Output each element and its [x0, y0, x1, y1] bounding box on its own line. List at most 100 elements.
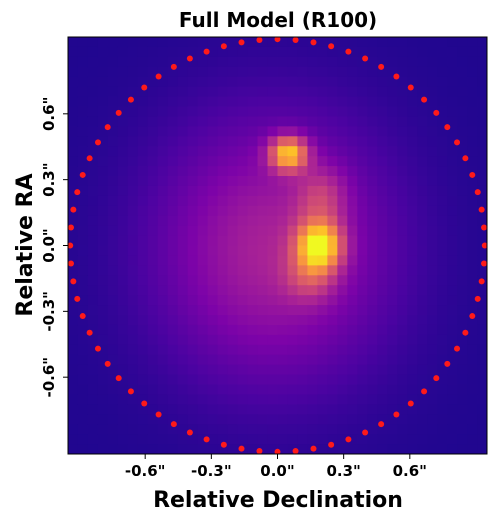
heatmap-cell — [437, 205, 448, 217]
heatmap-cell — [357, 156, 368, 167]
heatmap-cell — [457, 76, 468, 88]
heatmap-cell — [107, 106, 119, 118]
heatmap-cell — [307, 116, 319, 127]
heatmap-cell — [267, 66, 279, 78]
heatmap-cell — [137, 76, 149, 88]
heatmap-cell — [427, 176, 438, 187]
heatmap-cell — [107, 185, 119, 197]
heatmap-cell — [267, 106, 279, 118]
heatmap-cell — [437, 185, 448, 197]
heatmap-cell — [117, 66, 129, 78]
heatmap-cell — [447, 334, 458, 346]
heatmap-cell — [127, 86, 139, 98]
heatmap-cell — [197, 394, 209, 405]
heatmap-cell — [157, 404, 169, 415]
mask-outline-point — [79, 313, 86, 320]
heatmap-cell — [467, 394, 478, 405]
heatmap-cell — [137, 424, 149, 435]
heatmap-cell — [207, 285, 219, 296]
heatmap-cell — [177, 354, 189, 366]
heatmap-cell — [467, 215, 478, 227]
mask-outline-point — [68, 242, 74, 249]
heatmap-cell — [477, 404, 487, 415]
heatmap-cell — [77, 146, 89, 157]
mask-outline-point — [70, 206, 77, 213]
heatmap-cell — [317, 324, 328, 336]
heatmap-cell — [277, 166, 289, 177]
heatmap-cell — [247, 245, 259, 257]
heatmap-cell — [77, 295, 89, 306]
heatmap-cell — [187, 66, 199, 78]
heatmap-cell — [127, 315, 139, 326]
heatmap-cell — [457, 185, 468, 197]
heatmap-cell — [337, 66, 348, 78]
heatmap-cell — [127, 265, 139, 276]
heatmap-cell — [297, 106, 309, 118]
heatmap-cell — [477, 245, 487, 257]
heatmap-cell — [77, 205, 89, 217]
heatmap-cell — [327, 176, 338, 187]
heatmap-cell — [97, 374, 109, 386]
heatmap-cell — [117, 86, 129, 98]
heatmap-cell — [237, 66, 249, 78]
heatmap-cell — [117, 265, 129, 276]
heatmap-cell — [97, 146, 109, 157]
heatmap-cell — [357, 235, 368, 247]
heatmap-cell — [347, 424, 358, 435]
heatmap-cell — [197, 245, 209, 257]
heatmap-cell — [207, 205, 219, 217]
heatmap-cell — [97, 76, 109, 88]
heatmap-cell — [467, 344, 478, 356]
heatmap-cell — [387, 275, 398, 286]
heatmap-cell — [227, 324, 239, 336]
heatmap-cell — [447, 354, 458, 366]
heatmap-cell — [107, 66, 119, 78]
heatmap-cell — [397, 235, 408, 247]
heatmap-cell — [68, 245, 79, 257]
heatmap-cell — [407, 424, 418, 435]
heatmap-cell — [407, 185, 418, 197]
heatmap-cell — [117, 374, 129, 386]
heatmap-cell — [387, 235, 398, 247]
heatmap-cell — [317, 225, 328, 237]
heatmap-cell — [257, 176, 269, 187]
heatmap-cell — [127, 195, 139, 207]
heatmap-cell — [167, 46, 179, 58]
heatmap-cell — [157, 225, 169, 237]
heatmap-cell — [367, 185, 378, 197]
heatmap-cell — [207, 334, 219, 346]
heatmap-cell — [187, 225, 199, 237]
heatmap-cell — [157, 354, 169, 366]
heatmap-cell — [307, 136, 319, 147]
heatmap-cell — [137, 136, 149, 147]
heatmap-cell — [247, 195, 259, 207]
heatmap-cell — [457, 354, 468, 366]
heatmap-cell — [68, 66, 79, 78]
heatmap-cell — [467, 305, 478, 316]
heatmap-cell — [447, 255, 458, 266]
heatmap-cell — [197, 66, 209, 78]
heatmap-cell — [117, 185, 129, 197]
heatmap-cell — [97, 156, 109, 167]
heatmap-cell — [367, 166, 378, 177]
heatmap-cell — [347, 384, 358, 396]
heatmap-cell — [267, 136, 279, 147]
heatmap-cell — [117, 37, 129, 48]
heatmap-cell — [447, 46, 458, 58]
heatmap-cell — [337, 235, 348, 247]
heatmap-cell — [137, 215, 149, 227]
heatmap-cell — [197, 414, 209, 425]
heatmap-cell — [257, 245, 269, 257]
heatmap-cell — [377, 156, 388, 167]
heatmap-cell — [457, 394, 468, 405]
heatmap-cell — [307, 255, 319, 266]
heatmap-cell — [427, 394, 438, 405]
heatmap-cell — [77, 235, 89, 247]
heatmap-cell — [437, 245, 448, 257]
heatmap-cell — [297, 305, 309, 316]
heatmap-cell — [217, 434, 229, 445]
heatmap-cell — [437, 176, 448, 187]
heatmap-cell — [157, 434, 169, 445]
heatmap-cell — [377, 136, 388, 147]
heatmap-cell — [147, 66, 159, 78]
